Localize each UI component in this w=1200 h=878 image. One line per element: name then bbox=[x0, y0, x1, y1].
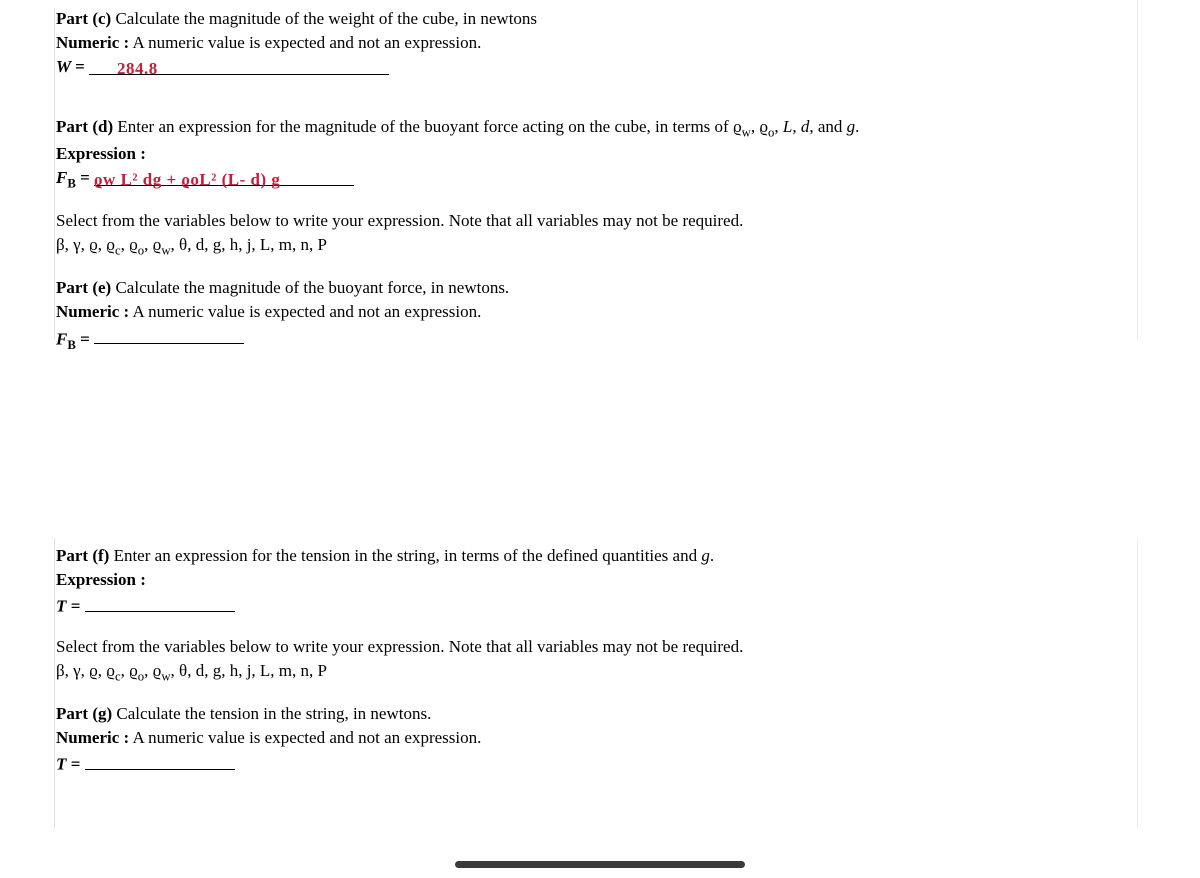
divider bbox=[1137, 0, 1138, 340]
part-e-var: F bbox=[56, 329, 67, 348]
part-d-label: Part (d) bbox=[56, 117, 113, 136]
part-g-answer-field[interactable] bbox=[85, 751, 235, 770]
part-f: Part (f) Enter an expression for the ten… bbox=[56, 545, 1144, 685]
part-d-prompt-end: , L, d, and g. bbox=[774, 117, 859, 136]
problem-content: Part (c) Calculate the magnitude of the … bbox=[0, 0, 1200, 776]
page-break-gap bbox=[56, 357, 1144, 545]
divider bbox=[54, 8, 55, 338]
part-f-prompt: Enter an expression for the tension in t… bbox=[109, 546, 714, 565]
part-f-vars: β, γ, ϱ, ϱc, ϱo, ϱw, θ, d, g, h, j, L, m… bbox=[56, 660, 1144, 685]
divider bbox=[54, 538, 55, 828]
part-d-answer-field[interactable]: ϱw L² dg + ϱoL² (L- d) g bbox=[94, 167, 354, 186]
part-f-select-text: Select from the variables below to write… bbox=[56, 636, 1144, 658]
numeric-label: Numeric : bbox=[56, 728, 129, 747]
part-d-prompt: Enter an expression for the magnitude of… bbox=[113, 117, 741, 136]
part-f-answer-field[interactable] bbox=[85, 593, 235, 612]
part-d-vars: β, γ, ϱ, ϱc, ϱo, ϱw, θ, d, g, h, j, L, m… bbox=[56, 234, 1144, 259]
part-d-select-text: Select from the variables below to write… bbox=[56, 210, 1144, 232]
part-g-label: Part (g) bbox=[56, 704, 112, 723]
part-c-label: Part (c) bbox=[56, 9, 111, 28]
numeric-text: A numeric value is expected and not an e… bbox=[129, 728, 481, 747]
part-g-prompt: Calculate the tension in the string, in … bbox=[112, 704, 431, 723]
part-e-answer-field[interactable] bbox=[94, 326, 244, 345]
part-c-answer: 284.8 bbox=[117, 59, 158, 78]
part-c: Part (c) Calculate the magnitude of the … bbox=[56, 8, 1144, 78]
part-g: Part (g) Calculate the tension in the st… bbox=[56, 703, 1144, 776]
part-g-var: T = bbox=[56, 755, 85, 774]
part-e-sub: B bbox=[67, 338, 76, 352]
part-d-answer: ϱw L² dg + ϱoL² (L- d) g bbox=[94, 170, 280, 189]
part-e-prompt: Calculate the magnitude of the buoyant f… bbox=[111, 278, 509, 297]
horizontal-scrollbar[interactable] bbox=[0, 858, 1200, 870]
divider bbox=[1137, 538, 1138, 828]
part-d-var: F bbox=[56, 168, 67, 187]
numeric-label: Numeric : bbox=[56, 33, 129, 52]
part-f-label: Part (f) bbox=[56, 546, 109, 565]
numeric-text: A numeric value is expected and not an e… bbox=[129, 33, 481, 52]
scrollbar-thumb[interactable] bbox=[455, 861, 745, 868]
part-d: Part (d) Enter an expression for the mag… bbox=[56, 116, 1144, 259]
part-e-label: Part (e) bbox=[56, 278, 111, 297]
expression-label: Expression : bbox=[56, 144, 146, 163]
part-c-var: W = bbox=[56, 57, 89, 76]
part-f-var: T = bbox=[56, 597, 85, 616]
part-e: Part (e) Calculate the magnitude of the … bbox=[56, 277, 1144, 353]
numeric-text: A numeric value is expected and not an e… bbox=[129, 302, 481, 321]
sub-w: w bbox=[742, 126, 751, 140]
part-c-prompt: Calculate the magnitude of the weight of… bbox=[111, 9, 537, 28]
expression-label: Expression : bbox=[56, 570, 146, 589]
part-c-answer-field[interactable]: 284.8 bbox=[89, 56, 389, 75]
part-d-sub: B bbox=[67, 177, 76, 191]
numeric-label: Numeric : bbox=[56, 302, 129, 321]
